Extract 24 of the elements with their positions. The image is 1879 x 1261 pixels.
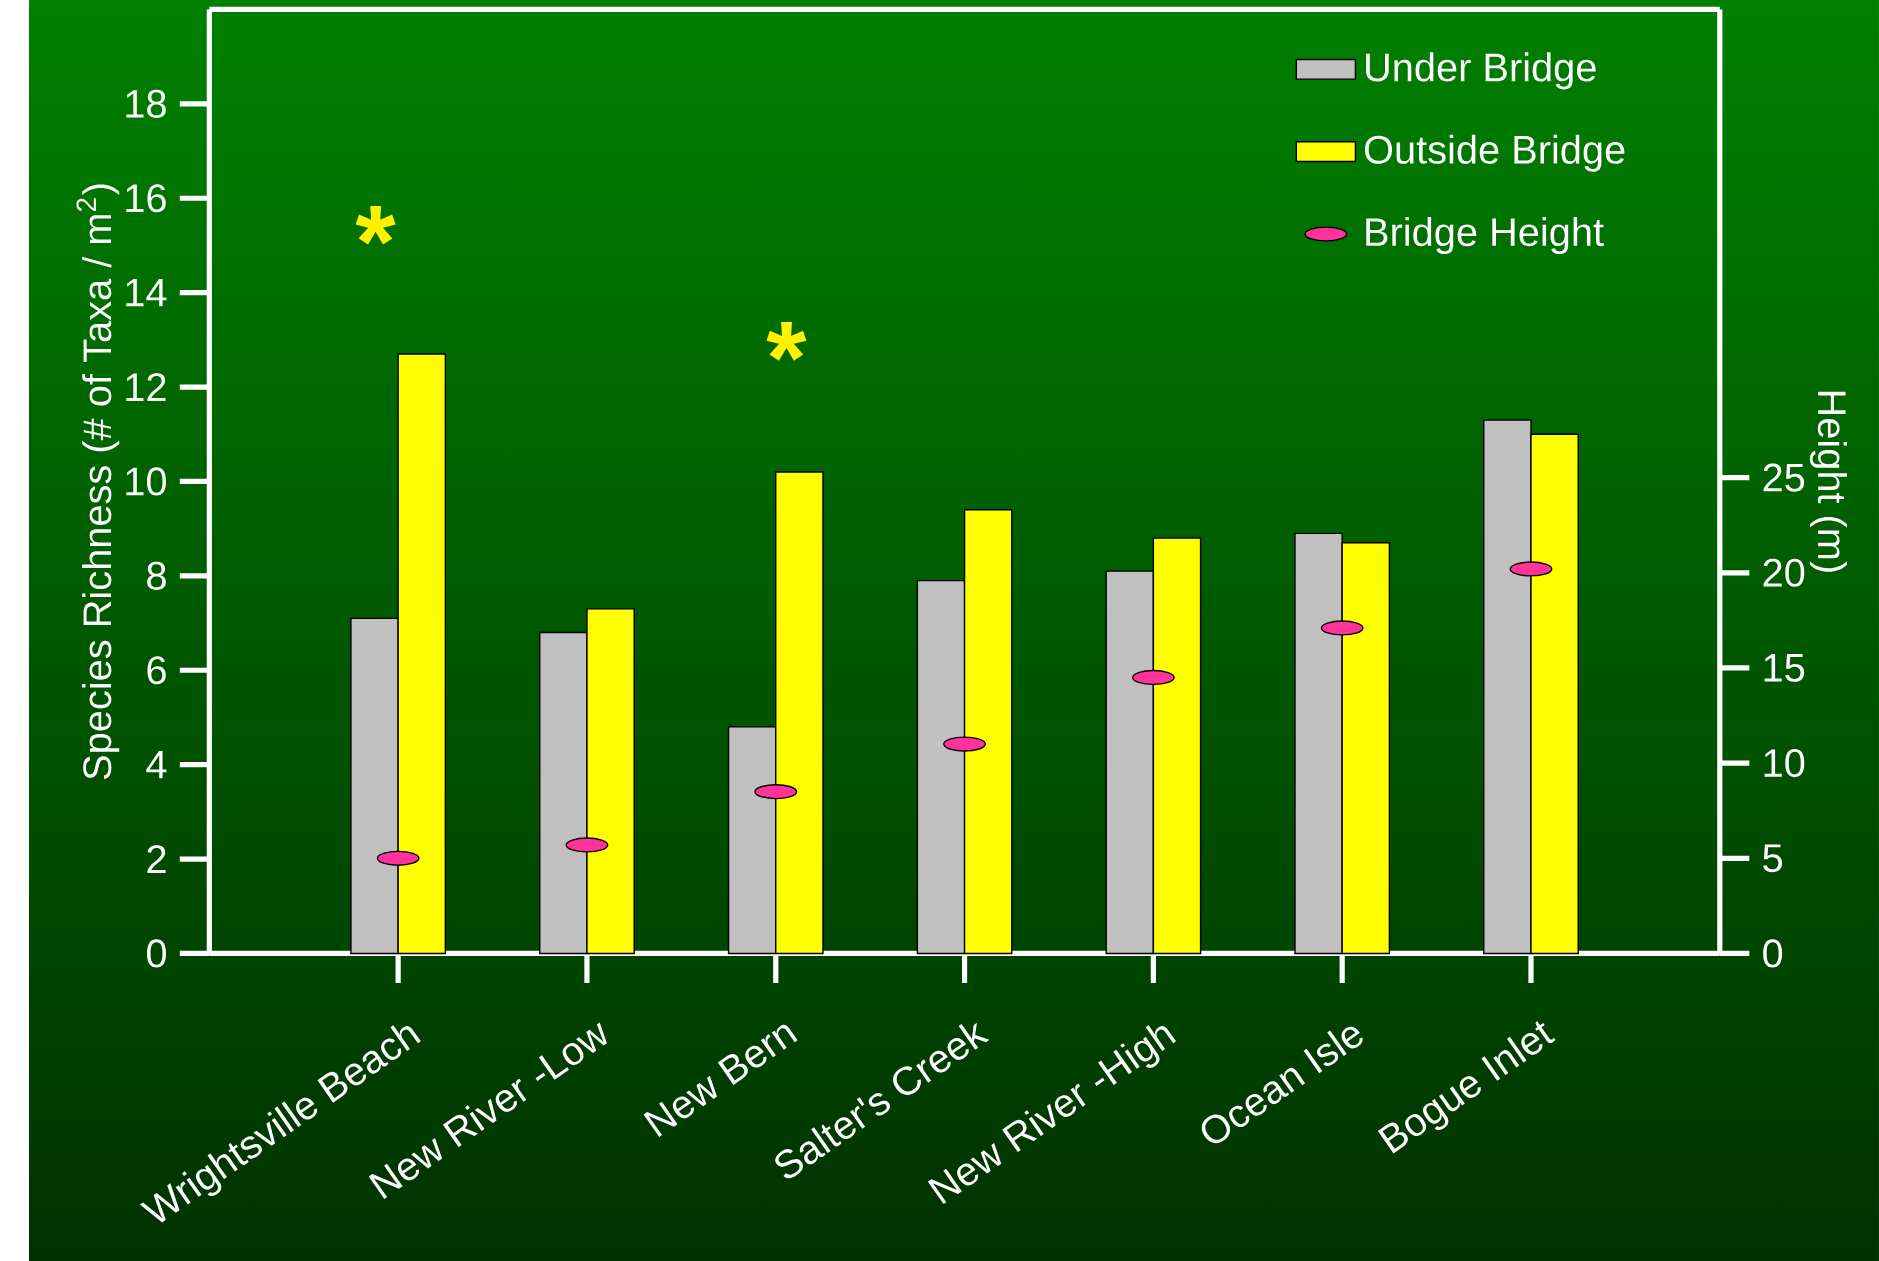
legend-label: Outside Bridge [1364,134,1625,172]
y2-tick-label: 5 [1763,844,1783,872]
legend-label: Bridge Height [1366,216,1604,254]
x-tick-label: New Bern [643,1024,798,1137]
y-axis-title: Species Richness (# of Taxa / m$^{2}$) [76,184,120,779]
y2-tick-label: 10 [1764,748,1805,778]
annotation: * [766,321,807,361]
y-tick-label: 12 [126,372,166,401]
y2-tick-label: 15 [1764,653,1805,682]
y2-axis-title: Height (m) [1809,391,1847,572]
legend-label: Under Bridge [1366,52,1596,90]
y-tick-label: 10 [126,467,166,496]
annotation: * [355,205,396,245]
y-tick-label: 8 [147,561,166,590]
y2-tick-label: 0 [1763,939,1783,968]
y-tick-label: 18 [126,89,166,118]
y2-tick-label: 25 [1763,463,1805,492]
y-tick-label: 0 [147,939,166,968]
y-tick-label: 2 [147,844,166,873]
y-tick-label: 6 [147,655,166,685]
y-tick-label: 14 [126,278,167,307]
y2-tick-label: 20 [1763,558,1805,587]
y-tick-label: 4 [146,750,167,779]
y-tick-label: 16 [126,183,166,213]
